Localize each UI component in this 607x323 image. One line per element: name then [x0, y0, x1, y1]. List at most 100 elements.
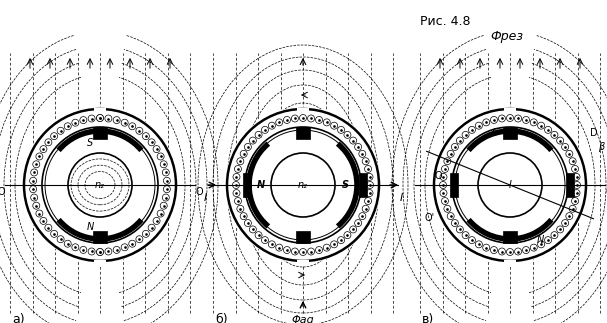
Circle shape: [129, 240, 136, 247]
Circle shape: [569, 205, 576, 212]
Circle shape: [308, 248, 314, 255]
Circle shape: [490, 246, 498, 254]
Text: S: S: [342, 180, 348, 190]
Text: Рис. 4.8: Рис. 4.8: [420, 15, 470, 28]
Circle shape: [143, 230, 149, 237]
Circle shape: [573, 190, 580, 197]
Circle shape: [538, 241, 544, 248]
Circle shape: [483, 119, 490, 126]
Circle shape: [574, 182, 580, 189]
Circle shape: [566, 151, 573, 157]
Text: O: O: [606, 187, 607, 197]
Circle shape: [162, 169, 169, 176]
Circle shape: [160, 161, 167, 168]
Circle shape: [225, 107, 381, 263]
Circle shape: [271, 153, 335, 217]
Circle shape: [31, 194, 38, 201]
Circle shape: [157, 153, 164, 160]
Circle shape: [354, 220, 362, 226]
Text: β: β: [598, 142, 604, 152]
Circle shape: [440, 173, 447, 181]
Circle shape: [72, 119, 79, 126]
FancyBboxPatch shape: [297, 260, 309, 266]
Circle shape: [469, 237, 475, 244]
Circle shape: [245, 128, 361, 243]
Circle shape: [148, 139, 155, 146]
Text: O: O: [195, 187, 203, 197]
Circle shape: [365, 165, 371, 172]
Circle shape: [506, 248, 514, 255]
Circle shape: [33, 161, 40, 168]
Circle shape: [64, 240, 71, 247]
Circle shape: [299, 114, 307, 121]
Circle shape: [40, 217, 47, 224]
Circle shape: [444, 205, 451, 212]
Circle shape: [456, 226, 463, 233]
Circle shape: [30, 177, 36, 184]
Circle shape: [283, 246, 291, 254]
Circle shape: [447, 151, 454, 157]
Circle shape: [538, 122, 544, 129]
FancyBboxPatch shape: [503, 231, 517, 243]
Circle shape: [88, 248, 95, 255]
Circle shape: [441, 165, 449, 172]
Circle shape: [452, 128, 568, 243]
Circle shape: [22, 107, 178, 263]
Circle shape: [324, 244, 330, 251]
Circle shape: [262, 126, 268, 133]
Text: I: I: [509, 180, 512, 190]
Circle shape: [366, 190, 373, 197]
Text: I: I: [203, 193, 206, 203]
FancyBboxPatch shape: [504, 108, 516, 114]
Circle shape: [233, 173, 240, 181]
Circle shape: [268, 241, 276, 248]
Circle shape: [276, 244, 283, 251]
Circle shape: [50, 230, 58, 237]
Circle shape: [362, 205, 369, 212]
Circle shape: [113, 246, 120, 254]
Circle shape: [506, 114, 514, 121]
Circle shape: [440, 190, 447, 197]
Circle shape: [57, 236, 64, 243]
Text: S: S: [87, 138, 93, 148]
Text: I: I: [399, 193, 402, 203]
Circle shape: [366, 173, 373, 181]
Circle shape: [162, 194, 169, 201]
FancyBboxPatch shape: [450, 173, 458, 197]
FancyBboxPatch shape: [243, 173, 251, 197]
Circle shape: [163, 186, 171, 193]
Circle shape: [45, 139, 52, 146]
Circle shape: [121, 244, 128, 251]
Circle shape: [237, 158, 244, 165]
Text: O: O: [435, 171, 442, 181]
Text: N: N: [86, 222, 93, 232]
Circle shape: [262, 237, 268, 244]
Text: Φaq: Φaq: [291, 315, 314, 323]
Circle shape: [233, 190, 240, 197]
Circle shape: [105, 248, 112, 255]
FancyBboxPatch shape: [94, 260, 106, 266]
Circle shape: [163, 177, 171, 184]
Circle shape: [432, 107, 588, 263]
Circle shape: [456, 137, 463, 144]
Circle shape: [561, 220, 569, 226]
FancyBboxPatch shape: [504, 260, 516, 266]
Circle shape: [441, 198, 449, 204]
Circle shape: [350, 226, 357, 233]
Circle shape: [439, 182, 447, 189]
FancyBboxPatch shape: [297, 108, 309, 114]
Circle shape: [452, 143, 458, 151]
Circle shape: [367, 182, 373, 189]
FancyBboxPatch shape: [503, 127, 517, 139]
Circle shape: [359, 213, 366, 220]
Circle shape: [97, 114, 104, 121]
Circle shape: [105, 115, 112, 122]
Circle shape: [566, 213, 573, 220]
Circle shape: [331, 122, 337, 129]
Circle shape: [245, 220, 251, 226]
Circle shape: [234, 198, 242, 204]
Circle shape: [45, 224, 52, 231]
Circle shape: [268, 122, 276, 129]
Circle shape: [572, 165, 578, 172]
Circle shape: [551, 131, 558, 138]
